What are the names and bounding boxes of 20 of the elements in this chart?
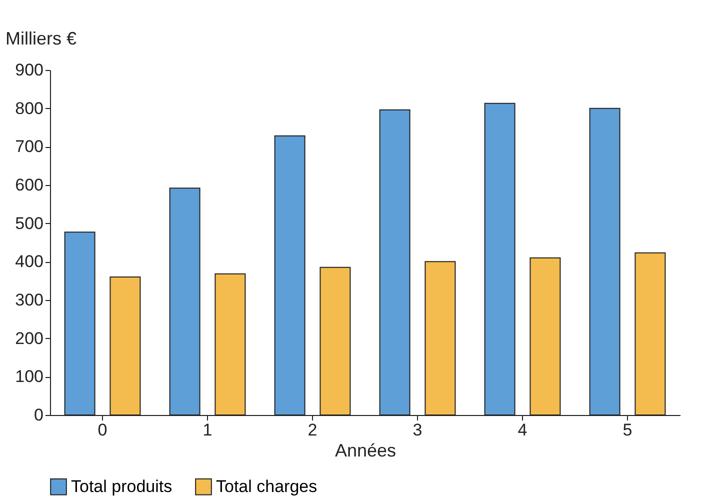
x-tick-label: 5 — [622, 420, 632, 440]
y-axis-title: Milliers € — [6, 28, 77, 48]
legend-label: Total charges — [216, 476, 318, 496]
y-tick-label: 500 — [15, 214, 44, 233]
x-tick-label: 0 — [98, 420, 108, 440]
y-tick-label: 600 — [15, 176, 44, 194]
y-tick-label: 0 — [34, 406, 44, 424]
y-tick-label: 900 — [15, 60, 44, 80]
y-tick-label: 100 — [15, 367, 44, 386]
x-tick-label: 4 — [518, 420, 528, 440]
y-tick-label: 800 — [15, 98, 44, 118]
x-axis-title: Années — [334, 440, 396, 460]
y-tick-label: 200 — [15, 328, 44, 348]
legend-label: Total produits — [71, 476, 172, 496]
y-tick-label: 300 — [15, 290, 44, 310]
x-tick-label: 3 — [412, 420, 422, 440]
y-tick-label: 400 — [15, 252, 44, 272]
x-tick-label: 2 — [308, 420, 318, 440]
y-tick-label: 700 — [15, 137, 44, 156]
x-tick-label: 1 — [202, 420, 212, 440]
